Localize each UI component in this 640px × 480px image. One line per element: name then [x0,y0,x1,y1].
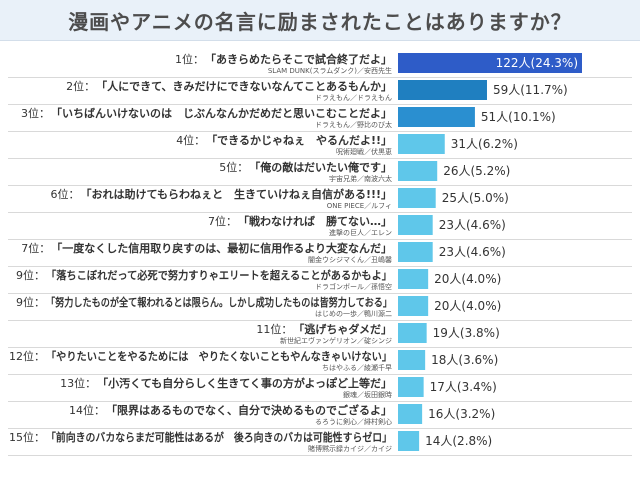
source-label: はじめの一歩／鴨川源二 [315,309,392,318]
quote-label: 「限界はあるものでなく、自分で決めるものでござるよ」 [106,403,392,417]
bar-row: 「戦わなければ 勝てない…」7位： 進撃の巨人／エレン 23人(4.6%) [8,214,632,240]
bar-row: 「人にできて、きみだけにできないなんてことあるもんか」2位： ドラえもん／ドラえも… [8,79,632,105]
bar-row: 「逃げちゃダメだ」11位：新世紀エヴァンゲリオン／碇シンジ 19人(3.8%) [8,322,632,348]
bar-row: 「いちばんいけないのは じぶんなんかだめだと思いこむことだよ」3位： ドラえもん／… [8,106,632,132]
bar-row: 「おれは助けてもらわねぇと 生きていけねぇ自信がある!!!」6位： ONE PIE… [8,187,632,213]
source-label: 新世紀エヴァンゲリオン／碇シンジ [280,336,392,345]
bar [398,188,436,208]
quote-label: 「逃げちゃダメだ」 [293,322,392,336]
rank-label: 12位： [9,349,45,363]
value-label: 20人(4.0%) [434,299,501,313]
rank-label: 11位： [256,322,292,336]
value-label: 18人(3.6%) [431,353,498,367]
value-label: 19人(3.8%) [433,326,500,340]
bar-row: 「一度なくした信用取り戻すのは、最初に信用作るより大変なんだ」7位： 闇金ウシジマ… [8,241,632,267]
value-label: 59人(11.7%) [493,83,568,97]
bar [398,269,429,289]
source-label: 呪術廻戦／伏黒恵 [336,147,392,156]
bar-row: 「努力したものが全て報われるとは限らん。しかし成功したものは皆努力しておる」9位… [8,295,632,321]
source-label: 銀魂／坂田銀時 [343,390,392,399]
bar [398,431,420,451]
rank-label: 4位： [176,133,205,147]
quote-label: 「人にできて、きみだけにできないなんてことあるもんか」 [96,79,392,93]
quote-label: 「戦わなければ 勝てない…」 [238,214,392,228]
source-label: ドラえもん／野比のび太 [315,120,392,129]
value-label: 31人(6.2%) [451,137,518,151]
bar [398,377,424,397]
value-label: 51人(10.1%) [481,110,556,124]
bar-row: 「落ちこぼれだって必死で努力すりゃエリートを超えることがあるかもよ」9位： ドラゴ… [8,268,632,294]
quote-label: 「できるかじゃねぇ やるんだよ!!」 [206,133,392,147]
rank-label: 15位： [9,430,45,444]
source-label: 闇金ウシジマくん／丑嶋馨 [308,255,392,264]
source-label: るろうに剣心／緋村剣心 [315,417,392,426]
source-label: 賭博黙示録カイジ／カイジ [308,444,392,453]
bar-row: 「やりたいことをやるためには やりたくないこともやんなきゃいけない」12位： ちは… [8,349,632,375]
value-label: 14人(2.8%) [425,434,492,448]
ranking-bar-chart: 「あきらめたらそこで試合終了だよ」1位： SLAM DUNK(スラムダンク)／安西… [8,52,632,456]
bar-row: 「あきらめたらそこで試合終了だよ」1位： SLAM DUNK(スラムダンク)／安西… [8,52,632,78]
rank-label: 6位： [51,187,80,201]
bar [398,134,445,154]
bar-row: 「俺の敵はだいたい俺です」5位： 宇宙兄弟／南波六太 26人(5.2%) [8,160,632,186]
source-label: 進撃の巨人／エレン [329,228,392,237]
rank-label: 3位： [21,106,50,120]
bar [398,404,423,424]
value-label: 26人(5.2%) [443,164,510,178]
quote-label: 「やりたいことをやるためには やりたくないこともやんなきゃいけない」 [46,349,392,363]
source-label: SLAM DUNK(スラムダンク)／安西先生 [268,66,392,75]
rank-label: 2位： [66,79,95,93]
bar-row: 「限界はあるものでなく、自分で決めるものでござるよ」14位： るろうに剣心／緋村剣… [8,403,632,429]
bar [398,161,438,181]
bar-row: 「前向きのバカならまだ可能性はあるが 後ろ向きのバカは可能性すらゼロ」15位： 賭… [8,430,632,456]
title-banner: 漫画やアニメの名言に励まされたことはありますか？ [0,0,640,41]
rank-label: 13位： [60,376,96,390]
bar [398,53,582,73]
value-label: 16人(3.2%) [428,407,495,421]
value-label: 17人(3.4%) [430,380,497,394]
rank-label: 9位： [16,268,45,282]
quote-label: 「努力したものが全て報われるとは限らん。しかし成功したものは皆努力しておる」 [46,295,392,309]
value-label: 23人(4.6%) [439,218,506,232]
rank-label: 5位： [219,160,248,174]
quote-label: 「前向きのバカならまだ可能性はあるが 後ろ向きのバカは可能性すらゼロ」 [46,430,392,444]
source-label: ドラゴンボール／孫悟空 [315,282,392,291]
rank-label: 7位： [21,241,50,255]
bar-row: 「できるかじゃねぇ やるんだよ!!」4位： 呪術廻戦／伏黒恵 31人(6.2%) [8,133,632,159]
bar [398,242,433,262]
quote-label: 「いちばんいけないのは じぶんなんかだめだと思いこむことだよ」 [51,106,392,120]
bar [398,323,427,343]
bar [398,296,429,316]
source-label: ONE PIECE／ルフィ [327,202,392,210]
value-label: 25人(5.0%) [442,191,509,205]
quote-label: 「俺の敵はだいたい俺です」 [249,160,392,174]
rank-label: 7位： [208,214,237,228]
bar-row: 「小汚くても自分らしく生きてく事の方がよっぽど上等だ」13位： 銀魂／坂田銀時 17… [8,376,632,402]
quote-label: 「あきらめたらそこで試合終了だよ」 [205,52,392,66]
source-label: ドラえもん／ドラえもん [315,94,392,102]
bar [398,80,487,100]
bar [398,350,426,370]
source-label: 宇宙兄弟／南波六太 [329,174,392,183]
chart-title: 漫画やアニメの名言に励まされたことはありますか？ [68,10,572,34]
bar [398,107,475,127]
source-label: ちはやふる／綾瀬千早 [322,363,392,372]
quote-label: 「小汚くても自分らしく生きてく事の方がよっぽど上等だ」 [97,376,392,390]
value-label: 122人(24.3%) [496,56,578,70]
quote-label: 「おれは助けてもらわねぇと 生きていけねぇ自信がある!!!」 [81,187,393,201]
rank-label: 9位： [16,295,45,309]
rank-label: 14位： [69,403,105,417]
bar [398,215,433,235]
rank-label: 1位： [175,52,204,66]
value-label: 20人(4.0%) [434,272,501,286]
value-label: 23人(4.6%) [439,245,506,259]
quote-label: 「一度なくした信用取り戻すのは、最初に信用作るより大変なんだ」 [51,241,392,255]
quote-label: 「落ちこぼれだって必死で努力すりゃエリートを超えることがあるかもよ」 [46,268,392,282]
